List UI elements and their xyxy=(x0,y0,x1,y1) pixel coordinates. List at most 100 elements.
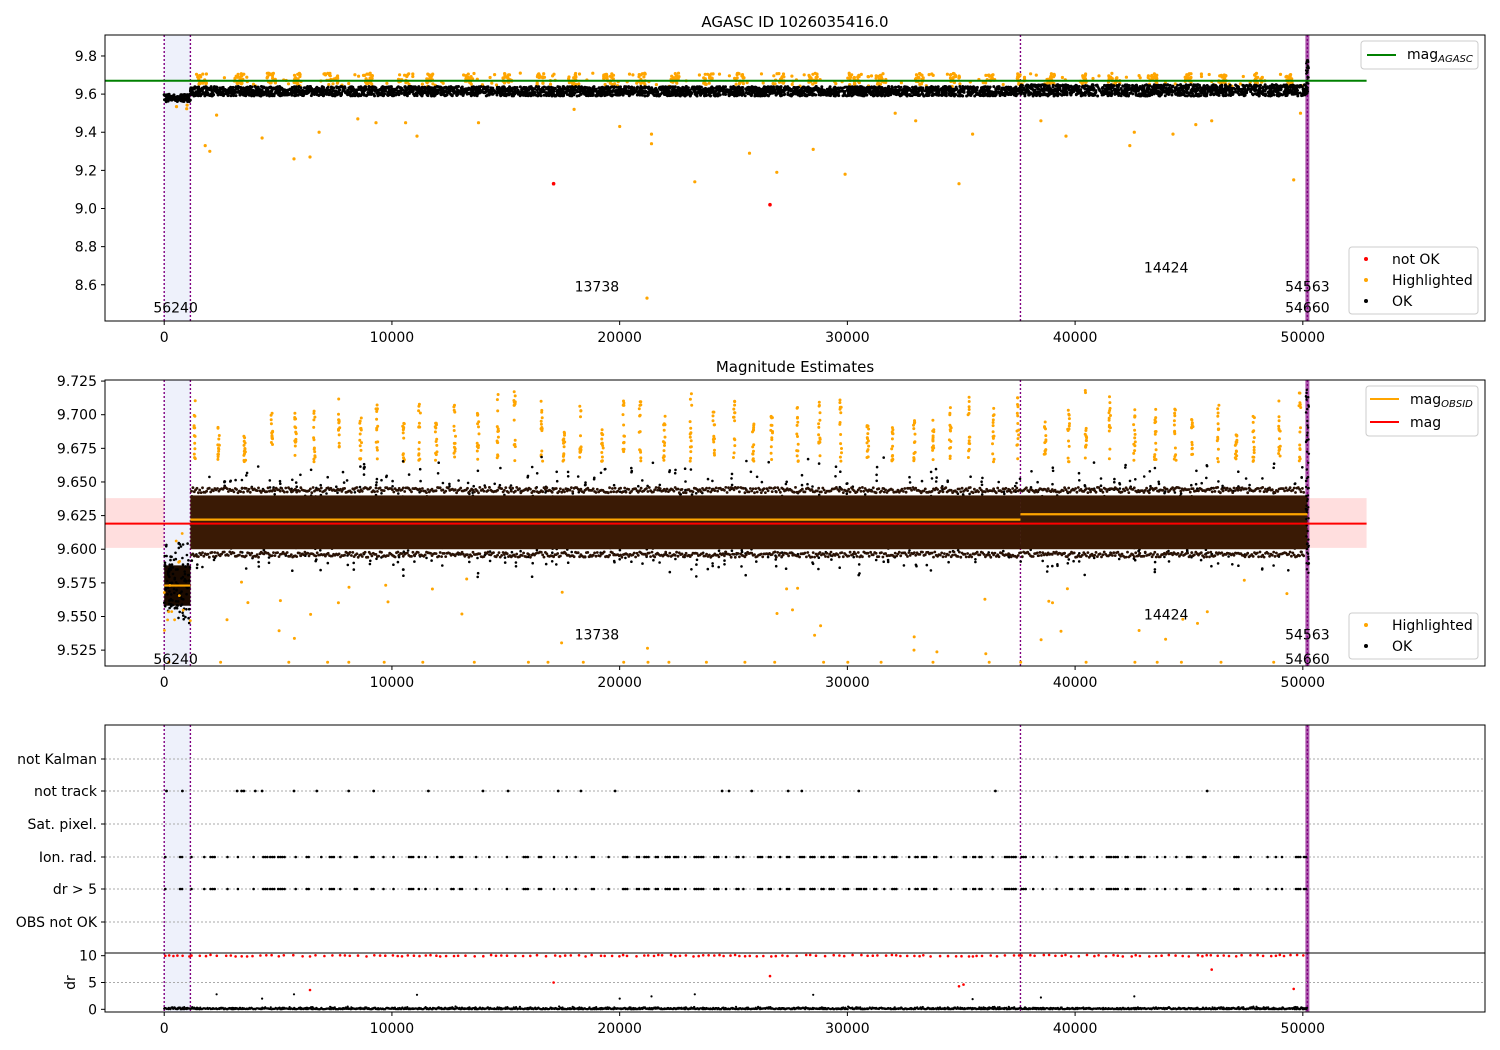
ok-markers-point xyxy=(508,85,511,89)
ok-markers-point xyxy=(536,91,540,94)
ok-markers-point xyxy=(186,95,190,98)
highlighted-markers-point xyxy=(859,72,863,76)
ok-markers-point xyxy=(167,97,171,101)
ok-markers-point xyxy=(683,92,687,96)
ok-markers-point xyxy=(932,88,936,92)
ok-markers-point xyxy=(340,91,344,95)
ok-markers-point xyxy=(950,92,954,96)
ok-markers-point xyxy=(619,85,622,89)
ok-markers-point xyxy=(467,88,471,92)
highlighted-markers-point xyxy=(1260,76,1264,80)
ok-markers-point xyxy=(789,89,793,93)
ok-markers-point xyxy=(1170,93,1174,97)
ok-markers-point xyxy=(396,85,400,89)
ok-markers-point xyxy=(367,85,371,89)
highlighted-markers-point xyxy=(945,72,950,76)
ok-markers-point xyxy=(513,92,517,96)
ok-markers-point xyxy=(741,89,745,93)
ok-markers-point xyxy=(920,90,924,94)
highlighted-markers-point xyxy=(649,142,654,146)
ok-markers-point xyxy=(632,91,636,94)
ok-markers-point xyxy=(652,93,656,97)
ok-markers-point xyxy=(529,87,532,91)
highlighted-markers-point xyxy=(286,82,291,86)
ok-markers-point xyxy=(256,90,260,94)
ok-markers-point xyxy=(784,87,787,91)
highlighted-markers-point xyxy=(676,71,681,75)
highlighted-markers-point xyxy=(603,82,607,87)
ok-markers-point xyxy=(433,90,437,93)
ok-markers-point xyxy=(565,93,569,96)
ok-markers-point xyxy=(667,85,671,89)
highlighted-markers-point xyxy=(608,81,612,85)
ok-markers-point xyxy=(318,90,322,94)
highlighted-markers-point xyxy=(1290,81,1294,85)
highlighted-markers-point xyxy=(1199,74,1204,79)
ok-markers-point xyxy=(309,85,312,88)
ok-markers-point xyxy=(259,85,263,88)
ok-markers-point xyxy=(801,85,805,89)
ok-markers-point xyxy=(561,87,565,90)
highlighted-markers-point xyxy=(1288,73,1292,77)
ok-markers-point xyxy=(227,92,230,95)
highlighted-markers-point xyxy=(572,107,576,111)
ok-markers-point xyxy=(179,93,183,97)
ok-markers-point xyxy=(743,94,747,98)
ok-markers-point xyxy=(926,86,930,90)
ok-markers-point xyxy=(425,86,429,90)
ok-markers-point xyxy=(766,87,770,91)
highlighted-markers-point xyxy=(577,72,582,76)
highlighted-markers-point xyxy=(1254,75,1258,79)
ok-markers-point xyxy=(730,87,734,91)
highlighted-markers-point xyxy=(759,72,764,76)
highlighted-markers-point xyxy=(1039,119,1043,123)
ok-markers-point xyxy=(170,96,174,100)
ok-markers-point xyxy=(364,86,368,90)
ok-markers-point xyxy=(443,94,447,97)
highlighted-markers-point xyxy=(194,72,199,76)
ok-markers-point xyxy=(797,91,801,95)
highlighted-markers-point xyxy=(957,76,961,80)
ok-markers-point xyxy=(692,88,696,92)
ok-markers-point xyxy=(1187,93,1191,97)
ok-markers-point xyxy=(430,86,434,90)
ok-markers-point xyxy=(461,94,465,97)
highlighted-markers-point xyxy=(914,119,918,123)
highlighted-markers-point xyxy=(1082,76,1086,80)
ok-markers-point xyxy=(820,85,824,89)
highlighted-markers-point xyxy=(298,72,302,77)
ok-markers-point xyxy=(237,90,241,94)
highlighted-markers-point xyxy=(984,81,988,85)
ok-markers-point xyxy=(260,90,264,93)
highlighted-markers-point xyxy=(703,82,708,86)
ok-markers-point xyxy=(635,86,639,90)
ok-markers-point xyxy=(531,90,535,94)
highlighted-markers-point xyxy=(347,81,351,86)
ok-markers-point xyxy=(537,85,541,89)
ok-markers-point xyxy=(935,93,939,96)
highlighted-markers-point xyxy=(293,81,297,85)
ok-markers-point xyxy=(898,92,902,96)
ok-markers-point xyxy=(808,86,812,90)
highlighted-markers-point xyxy=(570,81,575,85)
ok-markers-point xyxy=(688,92,691,96)
ok-markers-point xyxy=(645,94,649,98)
highlighted-markers-point xyxy=(876,81,881,85)
ok-markers-point xyxy=(553,93,557,97)
ok-markers-point xyxy=(834,86,838,90)
ok-markers-point xyxy=(213,89,217,93)
highlighted-markers-point xyxy=(185,103,189,107)
highlighted-markers-point xyxy=(493,73,497,77)
ok-markers-point xyxy=(934,86,938,90)
highlighted-markers-point xyxy=(879,73,883,78)
ok-markers-point xyxy=(543,85,546,89)
ok-markers-point xyxy=(765,90,769,94)
ok-markers-point xyxy=(475,85,479,89)
ok-markers-point xyxy=(262,92,266,96)
ok-markers-point xyxy=(1005,87,1009,91)
ok-markers-point xyxy=(428,91,432,95)
ok-markers-point xyxy=(348,87,352,90)
ok-markers-point xyxy=(343,86,347,90)
